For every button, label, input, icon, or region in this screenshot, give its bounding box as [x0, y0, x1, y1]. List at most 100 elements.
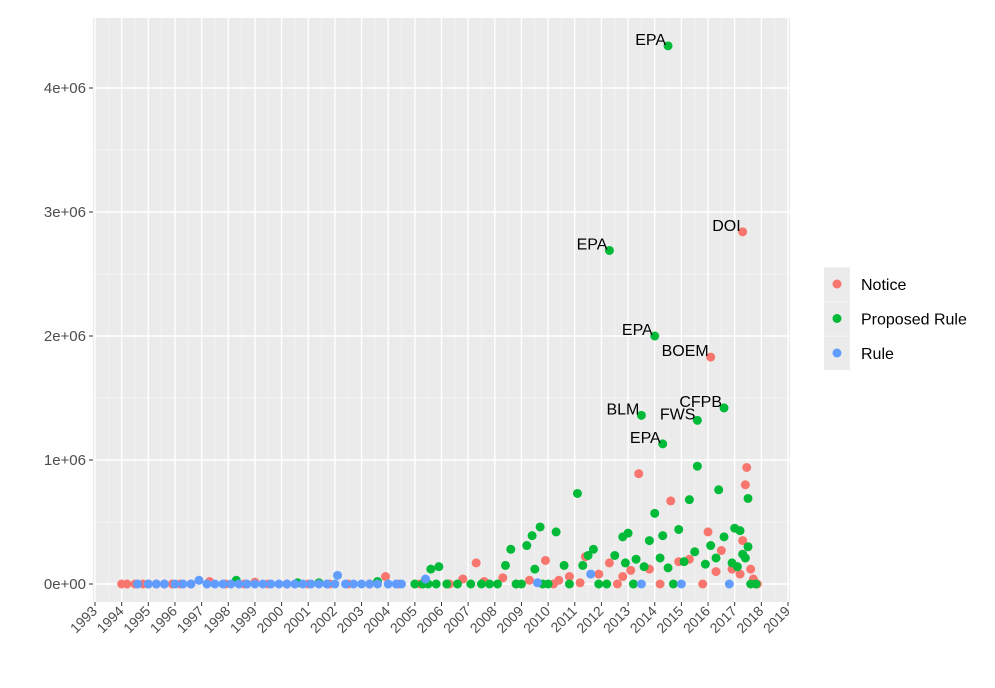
data-point: [383, 579, 393, 589]
data-point: [724, 579, 734, 589]
data-point: [663, 563, 673, 573]
data-point: [151, 579, 161, 589]
data-point: [644, 536, 654, 546]
data-point: [751, 579, 761, 589]
data-point: [636, 579, 646, 589]
data-point: [698, 579, 708, 589]
data-point: [650, 508, 660, 518]
annotation-label: CFPB: [679, 394, 722, 411]
data-point: [122, 579, 132, 589]
annotation-label: FWS: [660, 406, 696, 423]
data-point: [684, 495, 694, 505]
series-proposed-rule: [231, 461, 761, 589]
legend-key-marker: [832, 279, 842, 289]
data-point: [274, 579, 284, 589]
data-point: [610, 550, 620, 560]
data-point: [743, 493, 753, 503]
data-point: [746, 564, 756, 574]
points-layer: [117, 461, 762, 589]
legend-label: Notice: [861, 277, 906, 294]
data-point: [634, 469, 644, 479]
data-point: [322, 579, 332, 589]
data-point: [735, 526, 745, 536]
y-axis: 0e+00 1e+06 2e+06 3e+06 4e+06: [44, 80, 93, 593]
annotation-label: BLM: [606, 401, 639, 418]
data-point: [594, 569, 604, 579]
data-point: [314, 579, 324, 589]
data-point: [349, 579, 359, 589]
data-point: [530, 564, 540, 574]
data-point: [186, 579, 196, 589]
data-point: [626, 565, 636, 575]
data-point: [341, 579, 351, 589]
data-point: [740, 553, 750, 563]
y-tick-label: 4e+06: [44, 80, 86, 97]
annotated-point: [650, 331, 660, 341]
annotation-label: EPA: [635, 32, 666, 49]
data-point: [559, 560, 569, 570]
data-point: [714, 485, 724, 495]
data-point: [506, 544, 516, 554]
y-tick-label: 2e+06: [44, 328, 86, 345]
legend: Notice Proposed Rule Rule: [824, 267, 967, 370]
data-point: [210, 579, 220, 589]
data-point: [250, 579, 260, 589]
y-tick-label: 0e+00: [44, 576, 86, 593]
data-point: [234, 579, 244, 589]
data-point: [170, 579, 180, 589]
annotated-point: [719, 403, 729, 413]
annotations-layer: EPA EPA DOI EPA BOEM CFPB BLM FWS EPA: [577, 32, 748, 449]
data-point: [679, 557, 689, 567]
data-point: [498, 573, 508, 583]
data-point: [143, 579, 153, 589]
data-point: [735, 569, 745, 579]
data-point: [719, 532, 729, 542]
data-point: [434, 562, 444, 572]
data-point: [306, 579, 316, 589]
data-point: [575, 578, 585, 588]
data-point: [516, 579, 526, 589]
data-point: [452, 579, 462, 589]
data-point: [373, 579, 383, 589]
grid-minor: [93, 18, 790, 602]
data-point: [298, 579, 308, 589]
data-point: [623, 528, 633, 538]
data-point: [594, 579, 604, 589]
data-point: [500, 560, 510, 570]
annotated-point: [706, 352, 716, 362]
data-point: [410, 579, 420, 589]
data-point: [282, 579, 292, 589]
data-point: [365, 579, 375, 589]
data-point: [564, 572, 574, 582]
data-point: [426, 564, 436, 574]
data-point: [655, 579, 665, 589]
annotated-point: [738, 227, 748, 237]
annotated-point: [692, 415, 702, 425]
data-point: [524, 575, 534, 585]
data-point: [631, 554, 641, 564]
data-point: [676, 579, 686, 589]
data-point: [743, 542, 753, 552]
data-point: [692, 461, 702, 471]
data-point: [690, 547, 700, 557]
data-point: [711, 553, 721, 563]
data-point: [612, 579, 622, 589]
annotation-label: BOEM: [662, 343, 709, 360]
data-point: [588, 544, 598, 554]
annotated-point: [663, 41, 673, 51]
data-point: [578, 560, 588, 570]
data-point: [330, 579, 340, 589]
data-point: [620, 558, 630, 568]
data-point: [572, 488, 582, 498]
data-point: [492, 579, 502, 589]
annotated-point: [636, 410, 646, 420]
data-point: [381, 572, 391, 582]
data-point: [218, 579, 228, 589]
data-point: [543, 579, 553, 589]
data-point: [194, 575, 204, 585]
data-point: [290, 579, 300, 589]
data-point: [202, 579, 212, 589]
data-point: [397, 579, 407, 589]
